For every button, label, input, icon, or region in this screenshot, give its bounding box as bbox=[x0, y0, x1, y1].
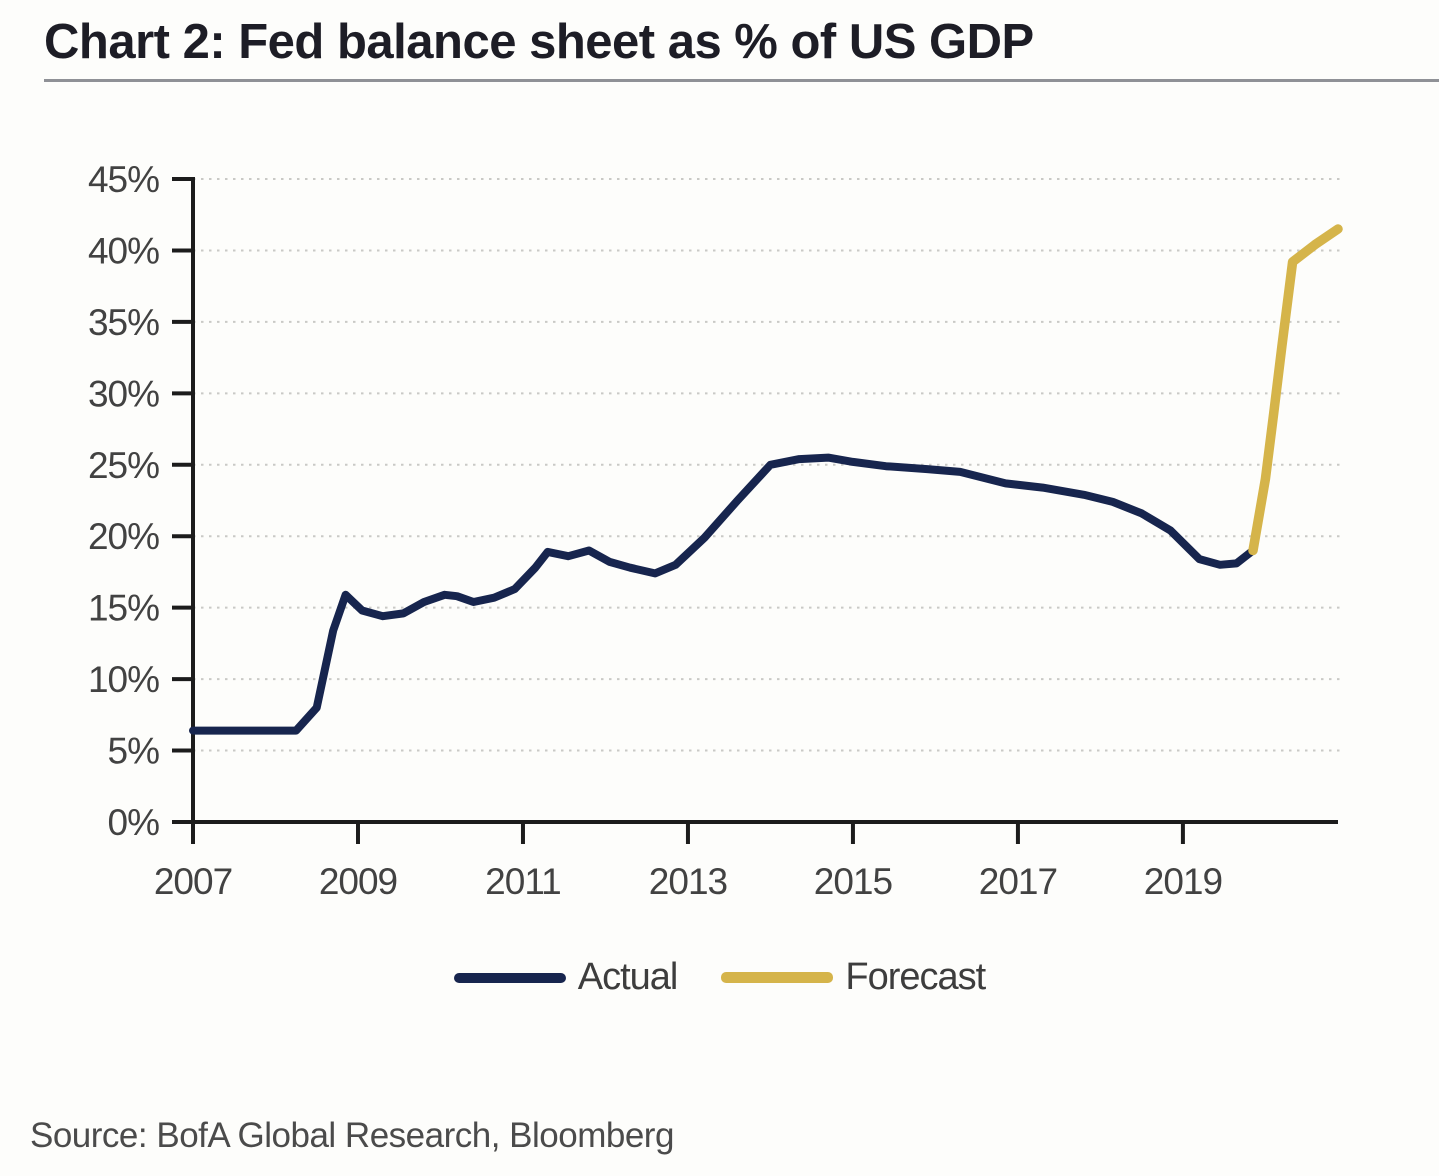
svg-text:10%: 10% bbox=[88, 659, 159, 700]
svg-text:2019: 2019 bbox=[1144, 861, 1222, 902]
forecast-line-swatch-icon bbox=[721, 972, 834, 983]
chart-legend: Actual Forecast bbox=[0, 956, 1439, 999]
svg-text:2009: 2009 bbox=[319, 861, 397, 902]
title-divider bbox=[44, 79, 1439, 82]
svg-text:2013: 2013 bbox=[649, 861, 727, 902]
chart-title: Chart 2: Fed balance sheet as % of US GD… bbox=[44, 15, 1034, 69]
svg-text:2015: 2015 bbox=[814, 861, 893, 902]
source-text: Source: BofA Global Research, Bloomberg bbox=[30, 1116, 674, 1155]
svg-text:35%: 35% bbox=[88, 302, 159, 343]
legend-label-actual: Actual bbox=[577, 956, 679, 998]
svg-text:2011: 2011 bbox=[485, 861, 561, 902]
svg-text:15%: 15% bbox=[88, 588, 159, 629]
legend-item-actual: Actual bbox=[453, 956, 679, 999]
svg-text:2007: 2007 bbox=[154, 861, 232, 902]
svg-text:30%: 30% bbox=[88, 373, 159, 414]
svg-text:2017: 2017 bbox=[979, 861, 1057, 902]
svg-text:25%: 25% bbox=[88, 445, 159, 486]
svg-text:20%: 20% bbox=[88, 516, 159, 557]
svg-text:0%: 0% bbox=[108, 802, 160, 843]
legend-label-forecast: Forecast bbox=[845, 956, 986, 998]
svg-text:40%: 40% bbox=[88, 230, 159, 271]
legend-item-forecast: Forecast bbox=[721, 956, 986, 999]
svg-text:5%: 5% bbox=[108, 731, 160, 772]
actual-line-swatch-icon bbox=[453, 972, 566, 983]
svg-text:45%: 45% bbox=[88, 159, 159, 200]
